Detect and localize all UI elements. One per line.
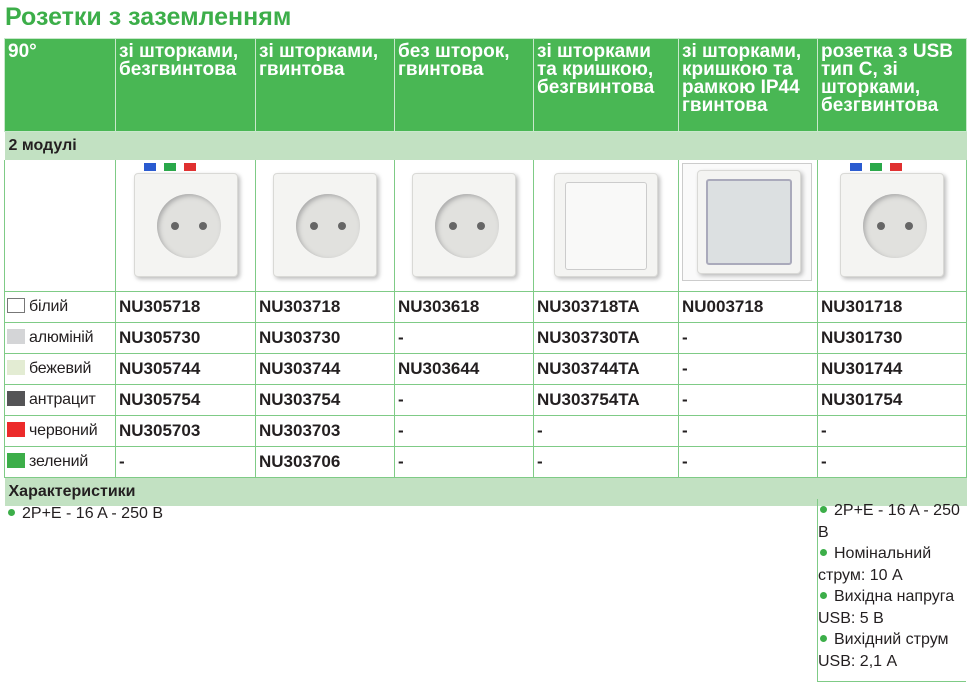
color-swatch [7, 328, 25, 344]
product-code: NU305730 [115, 321, 256, 354]
color-name: червоний [29, 421, 98, 439]
header-col: зі шторками та кришкою, безгвинтова [533, 38, 679, 132]
section-modules: 2 модулі [4, 131, 967, 160]
color-name: бежевий [29, 359, 92, 377]
char-item: Вихідний струм USB: 2,1 А [818, 629, 968, 672]
product-code: NU303703 [255, 414, 395, 447]
color-swatch [7, 297, 25, 313]
char-text: 2P+E - 16 A - 250 B [22, 505, 163, 522]
product-code: NU303744 [255, 352, 395, 385]
product-code: NU303754TA [533, 383, 679, 416]
color-swatch [7, 359, 25, 375]
color-swatch [7, 421, 25, 437]
product-code: NU303718 [255, 290, 395, 323]
socket-usb-image [832, 163, 952, 281]
product-code: NU303644 [394, 352, 534, 385]
table-row: білий NU305718 NU303718 NU303618 NU303718TA N… [4, 290, 967, 323]
char-text: Вихідний струм USB: 2,1 А [818, 631, 949, 670]
color-cell: алюміній [4, 321, 116, 354]
characteristics-usb: 2P+E - 16 A - 250 B Номінальний струм: 1… [818, 500, 968, 672]
header-col: розетка з USB тип С, зі шторками, безгви… [817, 38, 967, 132]
table-row: червоний NU305703 NU303703- - - - [4, 414, 967, 447]
product-code: - [678, 352, 818, 385]
product-code: NU303754 [255, 383, 395, 416]
product-code: - [678, 414, 818, 447]
product-code: NU305744 [115, 352, 256, 385]
page-title: Розетки з заземленням [5, 3, 292, 31]
product-code: NU303706 [255, 445, 395, 478]
bullet-icon [820, 549, 827, 557]
socket-ip44-image [682, 163, 812, 281]
product-code: NU301730 [817, 321, 967, 354]
product-code: NU305703 [115, 414, 256, 447]
bullet-icon [820, 635, 827, 643]
product-code: NU301744 [817, 352, 967, 385]
bullet-icon [820, 592, 827, 600]
table-row: зелений - NU303706- - - - [4, 445, 967, 478]
product-code: - [678, 383, 818, 416]
header-angle: 90° [4, 38, 116, 132]
bullet-icon [8, 509, 15, 517]
characteristics-left: 2P+E - 16 A - 250 B [6, 503, 163, 525]
color-name: зелений [29, 452, 89, 470]
product-code: NU305754 [115, 383, 256, 416]
header-col: зі шторками, гвинтова [255, 38, 395, 132]
header-col: без шторок, гвинтова [394, 38, 534, 132]
product-code: NU301754 [817, 383, 967, 416]
color-name: білий [29, 297, 68, 315]
product-code: NU301718 [817, 290, 967, 323]
char-text: Вихідна напруга USB: 5 В [818, 588, 955, 627]
section-characteristics: Характеристики [4, 477, 967, 506]
product-code: - [533, 445, 679, 478]
header-col: зі шторками, безгвинтова [115, 38, 256, 132]
product-code: - [394, 383, 534, 416]
table-row: бежевий NU305744 NU303744 NU303644 NU303744T… [4, 352, 967, 385]
product-code: NU303730 [255, 321, 395, 354]
color-cell: антрацит [4, 383, 116, 416]
product-code: - [817, 445, 967, 478]
char-item: 2P+E - 16 A - 250 B [818, 500, 968, 543]
image-row [4, 160, 967, 291]
product-code: - [394, 414, 534, 447]
product-code: - [115, 445, 256, 478]
socket-cover-image [546, 163, 666, 281]
char-item: Номінальний струм: 10 А [818, 543, 968, 586]
socket-image [126, 163, 246, 281]
product-code: - [678, 321, 818, 354]
table-row: антрацит NU305754 NU303754- NU303754TA - NU30… [4, 383, 967, 416]
product-code: NU303730TA [533, 321, 679, 354]
product-code: - [394, 445, 534, 478]
product-code: - [533, 414, 679, 447]
product-table: 90° зі шторками, безгвинтова зі шторками… [4, 38, 967, 506]
color-name: антрацит [29, 390, 96, 408]
product-code: NU305718 [115, 290, 256, 323]
header-col: зі шторками, кришкою та рамкою IP44 гвин… [678, 38, 818, 132]
product-code: NU303744TA [533, 352, 679, 385]
color-cell: білий [4, 290, 116, 323]
color-swatch [7, 452, 25, 468]
char-text: Номінальний струм: 10 А [818, 545, 932, 584]
char-item: 2P+E - 16 A - 250 B [6, 503, 163, 525]
char-item: Вихідна напруга USB: 5 В [818, 586, 968, 629]
color-swatch [7, 390, 25, 406]
color-cell: зелений [4, 445, 116, 478]
socket-image [404, 163, 524, 281]
table-row: алюміній NU305730 NU303730- NU303730TA - NU30… [4, 321, 967, 354]
char-text: 2P+E - 16 A - 250 B [818, 502, 960, 541]
product-code: - [678, 445, 818, 478]
bullet-icon [820, 506, 827, 514]
product-code: NU303718TA [533, 290, 679, 323]
header-row: 90° зі шторками, безгвинтова зі шторками… [4, 38, 967, 132]
product-code: NU003718 [678, 290, 818, 323]
color-name: алюміній [29, 328, 94, 346]
product-code: NU303618 [394, 290, 534, 323]
product-code: - [394, 321, 534, 354]
color-cell: бежевий [4, 352, 116, 385]
product-code: - [817, 414, 967, 447]
socket-image [265, 163, 385, 281]
color-cell: червоний [4, 414, 116, 447]
